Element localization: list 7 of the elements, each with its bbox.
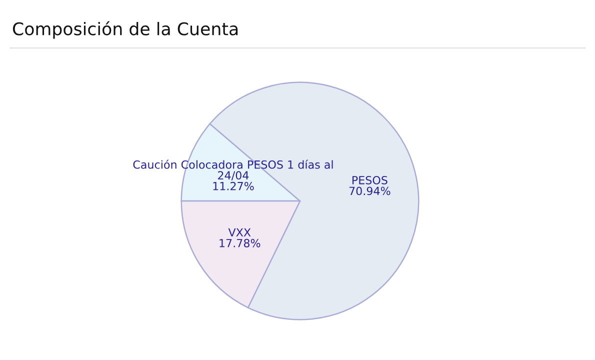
data-label: 17.78% <box>220 238 260 248</box>
data-label: 11.27% <box>213 182 254 190</box>
slice-label: VXX <box>228 228 251 236</box>
data-label: 70.94% <box>349 186 390 196</box>
slice-label: PESOS <box>352 176 388 184</box>
slice-label: Caución Colocadora PESOS 1 días al 24/04 <box>133 160 333 180</box>
chart-title: Composición de la Cuenta <box>12 21 238 39</box>
